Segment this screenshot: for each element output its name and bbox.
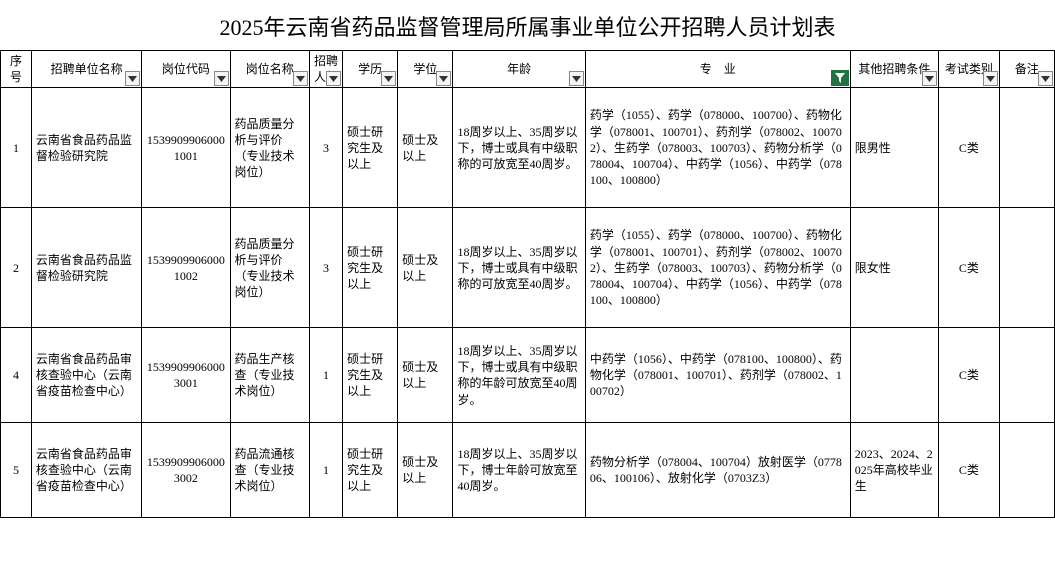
chevron-down-icon	[384, 76, 393, 82]
cell-num: 3	[309, 88, 342, 208]
col-other-header: 其他招聘条件	[850, 51, 938, 88]
col-major-label: 专 业	[700, 62, 736, 76]
table-row: 5 云南省食品药品审核查验中心（云南省疫苗检查中心） 1539909906000…	[1, 423, 1055, 518]
cell-unit: 云南省食品药品监督检验研究院	[31, 88, 141, 208]
col-pos-header: 岗位名称	[230, 51, 309, 88]
cell-other	[850, 328, 938, 423]
cell-unit: 云南省食品药品审核查验中心（云南省疫苗检查中心）	[31, 423, 141, 518]
cell-code: 15399099060003001	[142, 328, 230, 423]
cell-exam: C类	[939, 208, 1000, 328]
table-row: 2 云南省食品药品监督检验研究院 15399099060001002 药品质量分…	[1, 208, 1055, 328]
cell-pos: 药品质量分析与评价（专业技术岗位）	[230, 88, 309, 208]
col-code-label: 岗位代码	[162, 62, 210, 76]
cell-code: 15399099060001001	[142, 88, 230, 208]
filter-unit-button[interactable]	[125, 71, 140, 86]
page-title: 2025年云南省药品监督管理局所属事业单位公开招聘人员计划表	[0, 0, 1055, 50]
cell-pos: 药品质量分析与评价（专业技术岗位）	[230, 208, 309, 328]
col-age-header: 年龄	[453, 51, 585, 88]
col-edu-header: 学历	[343, 51, 398, 88]
cell-edu: 硕士研究生及以上	[343, 423, 398, 518]
chevron-down-icon	[925, 76, 934, 82]
filter-other-button[interactable]	[922, 71, 937, 86]
chevron-down-icon	[572, 76, 581, 82]
cell-pos: 药品生产核查（专业技术岗位）	[230, 328, 309, 423]
cell-deg: 硕士及以上	[398, 88, 453, 208]
col-seq-label: 序号	[10, 54, 22, 84]
cell-other: 限女性	[850, 208, 938, 328]
cell-note	[999, 88, 1054, 208]
col-major-header: 专 业	[585, 51, 850, 88]
col-unit-header: 招聘单位名称	[31, 51, 141, 88]
cell-edu: 硕士研究生及以上	[343, 88, 398, 208]
col-unit-label: 招聘单位名称	[51, 62, 123, 76]
cell-unit: 云南省食品药品监督检验研究院	[31, 208, 141, 328]
cell-age: 18周岁以上、35周岁以下，博士年龄可放宽至40周岁。	[453, 423, 585, 518]
cell-seq: 1	[1, 88, 32, 208]
cell-major: 药学（1055）、药学（078000、100700）、药物化学（078001、1…	[585, 88, 850, 208]
cell-other: 2023、2024、2025年高校毕业生	[850, 423, 938, 518]
col-exam-header: 考试类别	[939, 51, 1000, 88]
cell-exam: C类	[939, 88, 1000, 208]
chevron-down-icon	[296, 76, 305, 82]
cell-deg: 硕士及以上	[398, 208, 453, 328]
funnel-icon	[834, 72, 846, 84]
col-num-header: 招聘人数	[309, 51, 342, 88]
cell-num: 1	[309, 423, 342, 518]
cell-deg: 硕士及以上	[398, 423, 453, 518]
cell-seq: 2	[1, 208, 32, 328]
cell-num: 3	[309, 208, 342, 328]
table-row: 1 云南省食品药品监督检验研究院 15399099060001001 药品质量分…	[1, 88, 1055, 208]
cell-seq: 5	[1, 423, 32, 518]
col-note-label: 备注	[1015, 62, 1039, 76]
chevron-down-icon	[128, 76, 137, 82]
cell-age: 18周岁以上、35周岁以下，博士或具有中级职称的可放宽至40周岁。	[453, 208, 585, 328]
cell-edu: 硕士研究生及以上	[343, 208, 398, 328]
cell-major: 药物分析学（078004、100704）放射医学（077806、100106）、…	[585, 423, 850, 518]
cell-code: 15399099060003002	[142, 423, 230, 518]
col-deg-header: 学位	[398, 51, 453, 88]
col-note-header: 备注	[999, 51, 1054, 88]
cell-note	[999, 328, 1054, 423]
cell-edu: 硕士研究生及以上	[343, 328, 398, 423]
col-edu-label: 学历	[358, 62, 382, 76]
cell-pos: 药品流通核查（专业技术岗位）	[230, 423, 309, 518]
recruitment-table: 序号 招聘单位名称 岗位代码 岗位名称 招聘人数 学历 学位	[0, 50, 1055, 518]
cell-other: 限男性	[850, 88, 938, 208]
cell-exam: C类	[939, 423, 1000, 518]
cell-note	[999, 423, 1054, 518]
filter-exam-button[interactable]	[983, 71, 998, 86]
cell-major: 药学（1055）、药学（078000、100700）、药物化学（078001、1…	[585, 208, 850, 328]
cell-deg: 硕士及以上	[398, 328, 453, 423]
cell-age: 18周岁以上、35周岁以下，博士或具有中级职称的年龄可放宽至40周岁。	[453, 328, 585, 423]
filter-age-button[interactable]	[569, 71, 584, 86]
filter-code-button[interactable]	[214, 71, 229, 86]
chevron-down-icon	[329, 76, 338, 82]
filter-major-active-button[interactable]	[831, 70, 849, 86]
cell-exam: C类	[939, 328, 1000, 423]
cell-num: 1	[309, 328, 342, 423]
chevron-down-icon	[986, 76, 995, 82]
cell-seq: 4	[1, 328, 32, 423]
col-pos-label: 岗位名称	[246, 62, 294, 76]
cell-major: 中药学（1056）、中药学（078100、100800）、药物化学（078001…	[585, 328, 850, 423]
chevron-down-icon	[1041, 76, 1050, 82]
col-code-header: 岗位代码	[142, 51, 230, 88]
header-row: 序号 招聘单位名称 岗位代码 岗位名称 招聘人数 学历 学位	[1, 51, 1055, 88]
cell-note	[999, 208, 1054, 328]
table-row: 4 云南省食品药品审核查验中心（云南省疫苗检查中心） 1539909906000…	[1, 328, 1055, 423]
chevron-down-icon	[439, 76, 448, 82]
col-seq-header: 序号	[1, 51, 32, 88]
cell-unit: 云南省食品药品审核查验中心（云南省疫苗检查中心）	[31, 328, 141, 423]
filter-note-button[interactable]	[1038, 71, 1053, 86]
filter-deg-button[interactable]	[436, 71, 451, 86]
col-deg-label: 学位	[413, 62, 437, 76]
col-other-label: 其他招聘条件	[858, 62, 930, 76]
filter-num-button[interactable]	[326, 71, 341, 86]
filter-pos-button[interactable]	[293, 71, 308, 86]
filter-edu-button[interactable]	[381, 71, 396, 86]
cell-code: 15399099060001002	[142, 208, 230, 328]
col-age-label: 年龄	[507, 62, 531, 76]
chevron-down-icon	[217, 76, 226, 82]
cell-age: 18周岁以上、35周岁以下，博士或具有中级职称的可放宽至40周岁。	[453, 88, 585, 208]
